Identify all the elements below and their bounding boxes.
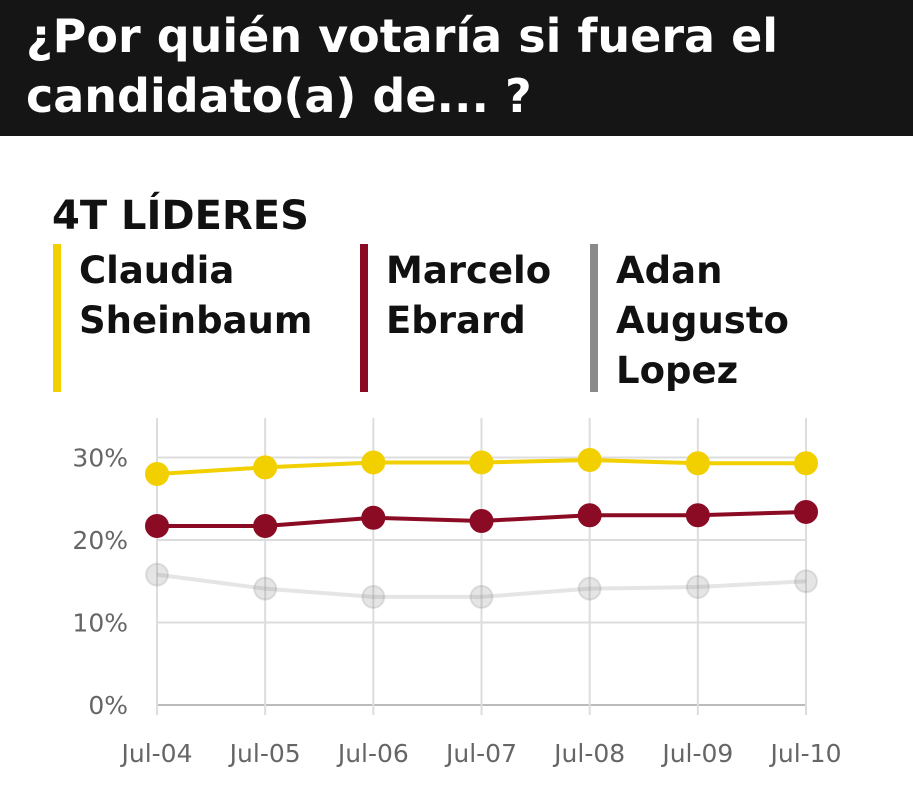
- legend-swatch: [360, 244, 368, 392]
- legend-label: Marcelo Ebrard: [386, 249, 552, 342]
- data-point: [577, 503, 602, 528]
- data-point: [794, 451, 818, 476]
- data-point: [361, 450, 386, 475]
- line-chart: 0% 10% 20% 30% Jul-04 Jul-05 Jul-06 Jul-07 Jul-0…: [72, 418, 842, 768]
- y-tick-label: 30%: [72, 444, 128, 473]
- y-tick-label: 0%: [88, 691, 128, 720]
- data-point: [145, 462, 169, 486]
- x-tick-label: Jul-05: [228, 739, 301, 768]
- data-point: [145, 562, 169, 587]
- legend-swatch: [590, 244, 598, 392]
- data-point: [469, 509, 494, 534]
- data-point: [469, 584, 494, 609]
- chart-header: ¿Por quién votaría si fuera el candidato…: [0, 0, 913, 136]
- data-point: [794, 569, 818, 594]
- x-tick-label: Jul-07: [444, 739, 517, 768]
- x-tick-label: Jul-09: [660, 739, 733, 768]
- data-point: [253, 455, 278, 480]
- x-tick-label: Jul-10: [769, 739, 842, 768]
- data-point: [794, 499, 818, 524]
- data-point: [685, 575, 710, 600]
- data-point: [469, 450, 494, 475]
- data-point: [577, 447, 602, 472]
- data-point: [253, 576, 278, 601]
- x-tick-label: Jul-08: [552, 739, 625, 768]
- data-point: [685, 503, 710, 528]
- legend-swatch: [53, 244, 61, 392]
- data-point: [361, 584, 386, 609]
- data-point: [685, 451, 710, 476]
- data-point: [145, 513, 169, 538]
- legend-label: Adan Augusto Lopez: [616, 249, 789, 392]
- x-tick-label: Jul-06: [336, 739, 409, 768]
- legend-label: Claudia Sheinbaum: [79, 249, 313, 342]
- series-line: [156, 572, 807, 599]
- data-point: [253, 513, 278, 538]
- chart-title: ¿Por quién votaría si fuera el candidato…: [26, 9, 779, 123]
- y-tick-label: 20%: [72, 526, 128, 555]
- data-point: [577, 576, 602, 601]
- data-point: [361, 505, 386, 530]
- x-tick-label: Jul-04: [120, 739, 193, 768]
- y-tick-label: 10%: [72, 609, 128, 638]
- chart-subtitle: 4T LÍDERES: [52, 193, 309, 239]
